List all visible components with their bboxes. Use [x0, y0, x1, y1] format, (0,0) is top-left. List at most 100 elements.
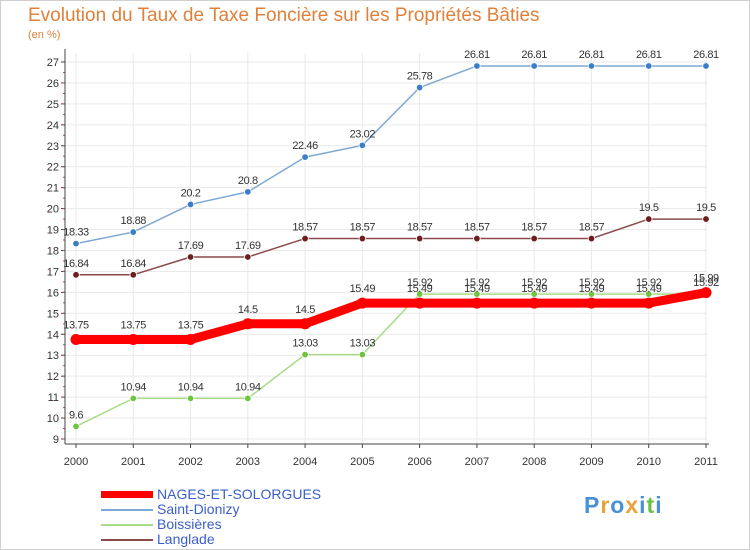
- y-tick-label: 21: [47, 183, 59, 195]
- y-tick-label: 15: [47, 308, 59, 320]
- data-point: [702, 62, 710, 70]
- data-point: [358, 234, 367, 243]
- data-label: 18.33: [63, 227, 89, 239]
- legend-label: Langlade: [157, 531, 215, 547]
- y-tick-label: 27: [47, 57, 59, 69]
- data-point: [186, 200, 195, 209]
- data-point: [645, 215, 653, 223]
- x-tick-label: 2010: [636, 456, 660, 468]
- y-tick-label: 12: [47, 371, 59, 383]
- data-point: [186, 394, 195, 403]
- data-label: 25.78: [407, 71, 433, 83]
- data-point: [473, 62, 481, 70]
- data-point: [301, 350, 309, 359]
- data-label: 26.81: [579, 49, 605, 61]
- data-label: 13.75: [121, 320, 147, 332]
- data-label: 14.5: [295, 304, 315, 316]
- x-tick-label: 2008: [522, 456, 546, 468]
- data-point: [415, 234, 424, 243]
- data-point: [72, 271, 80, 279]
- data-label: 26.81: [693, 49, 719, 61]
- data-label: 10.94: [121, 381, 147, 393]
- legend-swatch: [101, 509, 153, 511]
- x-tick-label: 2005: [350, 456, 374, 468]
- legend-swatch: [101, 539, 153, 541]
- x-tick-label: 2007: [465, 456, 489, 468]
- data-label: 18.88: [121, 215, 147, 227]
- data-point: [186, 253, 195, 261]
- data-label: 18.57: [464, 222, 490, 234]
- data-label: 15.49: [350, 283, 376, 295]
- data-label: 17.69: [235, 240, 261, 252]
- data-point: [301, 153, 309, 161]
- y-tick-label: 16: [47, 287, 59, 299]
- data-label: 15.49: [464, 283, 490, 295]
- y-tick-label: 13: [47, 350, 59, 362]
- data-label: 18.57: [521, 222, 547, 234]
- data-label: 18.57: [579, 222, 605, 234]
- data-label: 26.81: [636, 49, 662, 61]
- data-point: [70, 334, 82, 346]
- data-label: 17.69: [178, 240, 204, 252]
- legend-swatch: [101, 491, 153, 498]
- data-point: [587, 290, 596, 298]
- brand-letter: o: [610, 492, 626, 518]
- y-tick-label: 20: [47, 204, 59, 216]
- brand-letter: i: [655, 492, 663, 518]
- data-point: [244, 253, 252, 261]
- legend-label: Saint-Dionizy: [157, 501, 240, 517]
- data-label: 10.94: [178, 381, 204, 393]
- brand-letter: i: [639, 492, 647, 518]
- data-label: 22.46: [292, 140, 318, 152]
- data-point: [530, 234, 538, 243]
- data-point: [702, 215, 710, 223]
- unit-label: (en %): [28, 29, 61, 41]
- data-label: 26.81: [464, 49, 490, 61]
- legend-label: NAGES-ET-SOLORGUES: [157, 486, 322, 502]
- data-point: [587, 62, 596, 70]
- data-label: 23.02: [350, 128, 376, 140]
- y-tick-label: 23: [47, 141, 59, 153]
- y-tick-label: 17: [47, 266, 59, 278]
- data-label: 26.81: [521, 49, 547, 61]
- data-label: 13.75: [178, 320, 204, 332]
- data-point: [72, 422, 80, 431]
- data-label: 19.5: [696, 202, 716, 214]
- data-point: [129, 394, 137, 403]
- data-label: 13.75: [63, 320, 89, 332]
- data-point: [415, 290, 424, 298]
- data-label: 15.49: [521, 283, 547, 295]
- data-point: [530, 62, 538, 70]
- x-tick-label: 2011: [694, 456, 718, 468]
- data-point: [129, 228, 137, 236]
- data-label: 15.99: [693, 273, 719, 285]
- data-point: [471, 297, 483, 309]
- data-point: [415, 83, 424, 92]
- y-tick-label: 10: [47, 413, 59, 425]
- brand-logo: Proxiti: [584, 492, 663, 519]
- y-tick-label: 18: [47, 246, 59, 258]
- data-point: [414, 297, 426, 309]
- series-line: [71, 288, 711, 345]
- x-tick-label: 2003: [236, 456, 260, 468]
- x-tick-label: 2009: [579, 456, 603, 468]
- data-point: [72, 239, 80, 248]
- data-point: [528, 297, 540, 309]
- chart-title: Evolution du Taux de Taxe Foncière sur l…: [28, 5, 540, 26]
- data-point: [358, 350, 367, 359]
- y-tick-label: 19: [47, 225, 59, 237]
- data-point: [185, 334, 197, 346]
- data-label: 18.57: [350, 222, 376, 234]
- data-point: [127, 334, 139, 346]
- data-point: [299, 318, 311, 330]
- data-label: 15.92: [579, 277, 605, 289]
- data-label: 14.5: [238, 304, 258, 316]
- data-point: [530, 290, 538, 298]
- data-point: [356, 297, 368, 309]
- data-label: 20.2: [181, 187, 201, 199]
- data-label: 15.49: [636, 283, 662, 295]
- data-point: [700, 287, 712, 299]
- data-label: 18.57: [292, 222, 318, 234]
- series-line: [75, 65, 707, 245]
- y-tick-label: 9: [53, 434, 59, 446]
